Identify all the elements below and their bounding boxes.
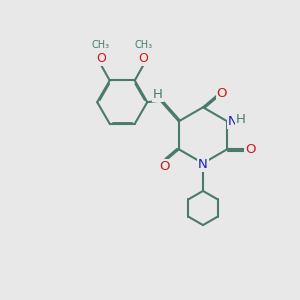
- Text: H: H: [236, 113, 246, 126]
- Text: N: N: [198, 158, 208, 171]
- Text: CH₃: CH₃: [92, 40, 110, 50]
- Text: O: O: [96, 52, 106, 64]
- Text: N: N: [228, 115, 237, 128]
- Text: O: O: [159, 160, 169, 173]
- Text: O: O: [139, 52, 148, 64]
- Text: O: O: [217, 87, 227, 100]
- Text: O: O: [245, 143, 256, 156]
- Text: H: H: [153, 88, 163, 101]
- Text: CH₃: CH₃: [134, 40, 153, 50]
